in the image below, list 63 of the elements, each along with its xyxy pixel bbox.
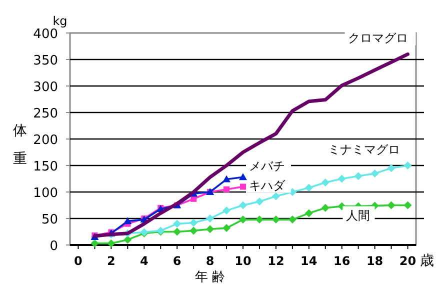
- point: [239, 173, 247, 180]
- point: [190, 218, 198, 227]
- x-tick-label: 16: [334, 254, 350, 268]
- point: [206, 225, 214, 234]
- y-tick-label: 300: [33, 80, 58, 95]
- y-tick-label: 100: [33, 186, 58, 201]
- x-tick-label: 6: [172, 254, 182, 268]
- point: [222, 175, 231, 182]
- point: [338, 174, 346, 183]
- y-tick-label: 50: [41, 212, 58, 228]
- y-tick-label: 200: [33, 133, 58, 148]
- y-tick-label: 150: [33, 160, 58, 174]
- point: [173, 220, 182, 228]
- point: [239, 201, 247, 210]
- series-label: 人間: [346, 208, 370, 222]
- x-tick-label: 4: [140, 254, 148, 268]
- point: [107, 239, 116, 248]
- x-tick-label: 20: [399, 254, 416, 268]
- y-tick-label: 350: [33, 54, 58, 68]
- point: [387, 164, 396, 172]
- point: [288, 216, 296, 224]
- series-label: クロマグロ: [348, 31, 408, 46]
- point: [321, 204, 330, 212]
- point: [404, 201, 412, 210]
- text: kg: [52, 14, 68, 28]
- point: [124, 236, 132, 244]
- point: [387, 201, 396, 210]
- series-label: キハダ: [249, 178, 286, 193]
- point: [404, 162, 412, 170]
- point: [304, 184, 313, 192]
- point: [90, 239, 99, 248]
- y-tick-label: 400: [33, 27, 58, 42]
- series-label: メバチ: [249, 159, 285, 174]
- x-tick-label: 8: [206, 254, 214, 268]
- x-tick-label: 18: [366, 254, 384, 268]
- x-tick-label: 14: [300, 254, 318, 268]
- x-tick-label: 10: [234, 254, 252, 268]
- point: [255, 216, 264, 224]
- point: [224, 186, 230, 192]
- series-label: ミナミマグロ: [328, 142, 400, 156]
- x-axis-title: 年 齢: [194, 270, 226, 284]
- y-tick-label: 0: [50, 239, 58, 254]
- point: [354, 172, 362, 180]
- y-tick-label: 250: [33, 106, 58, 122]
- point: [222, 224, 231, 232]
- y-axis-title: 体重: [13, 123, 27, 167]
- point: [321, 178, 330, 186]
- point: [240, 184, 246, 190]
- point: [190, 226, 198, 235]
- point: [239, 216, 247, 224]
- point: [173, 228, 182, 236]
- text: 歳: [420, 253, 434, 269]
- point: [206, 214, 214, 222]
- point: [255, 198, 264, 206]
- x-tick-label: 12: [268, 254, 284, 268]
- point: [222, 206, 231, 215]
- point: [272, 216, 280, 224]
- point: [370, 169, 379, 178]
- x-tick-label: 0: [74, 254, 82, 268]
- point: [304, 209, 313, 218]
- point: [272, 192, 280, 200]
- x-tick-label: 2: [107, 254, 116, 268]
- point: [124, 217, 132, 224]
